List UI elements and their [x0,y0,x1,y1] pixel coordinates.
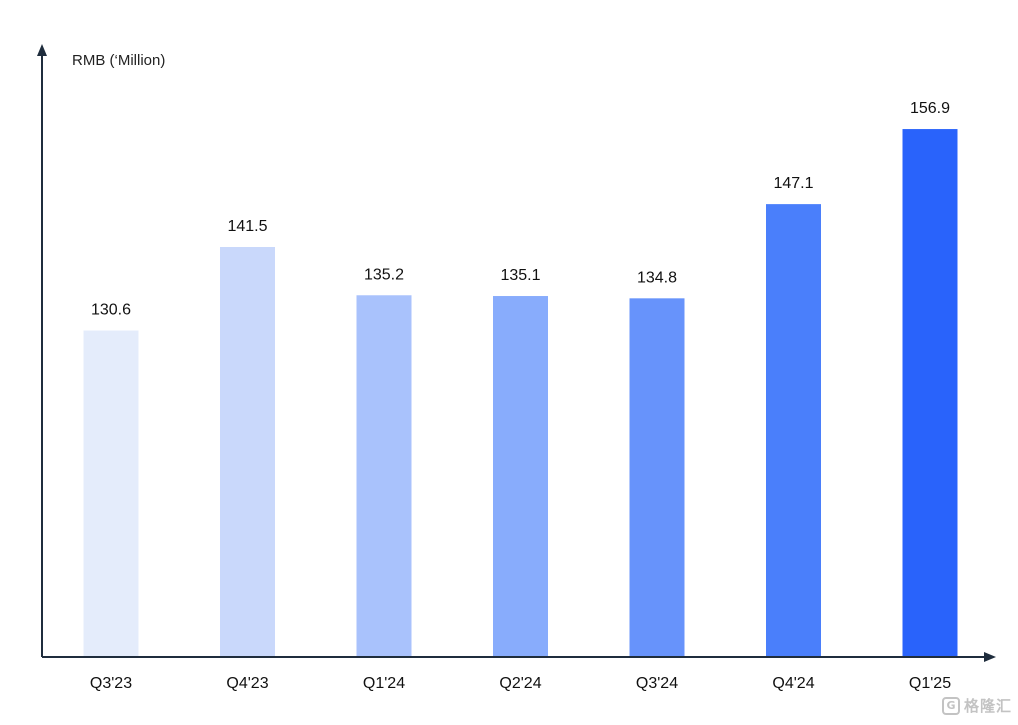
watermark: G 格隆汇 [941,695,1012,716]
bar-value-label: 134.8 [637,269,677,286]
x-tick-label: Q4'24 [772,675,814,692]
x-tick-label: Q1'24 [363,675,405,692]
y-axis-arrowhead [37,44,47,56]
bar-value-label: 156.9 [910,100,950,117]
watermark-logo-icon: G [941,696,960,715]
bar-q1-25 [902,129,958,656]
bar-value-label: 141.5 [227,218,267,235]
x-tick-label: Q3'23 [90,675,132,692]
x-axis-arrowhead [984,652,996,662]
bar-value-label: 135.1 [500,267,540,284]
bar-q2-24 [493,296,548,656]
bar-value-label: 130.6 [91,301,131,318]
y-axis-title: RMB (‘Million) [72,52,165,69]
bar-q1-24 [356,295,412,656]
bar-q3-24 [629,298,685,656]
x-tick-label: Q2'24 [499,675,541,692]
bar-q3-23 [83,330,139,656]
x-tick-label: Q3'24 [636,675,678,692]
bar-q4-24 [766,204,821,656]
x-tick-labels-layer: Q3'23 Q4'23 Q1'24 Q2'24 Q3'24 Q4'24 Q1'25 [90,675,951,692]
bar-value-label: 135.2 [364,266,404,283]
bars-layer [83,129,958,657]
watermark-text: 格隆汇 [963,697,1012,715]
bar-q4-23 [220,247,275,657]
x-tick-label: Q1'25 [909,675,951,692]
bar-value-label: 147.1 [773,175,813,192]
x-tick-label: Q4'23 [226,675,268,692]
value-labels-layer: 130.6 141.5 135.2 135.1 134.8 147.1 156.9 [91,100,950,318]
